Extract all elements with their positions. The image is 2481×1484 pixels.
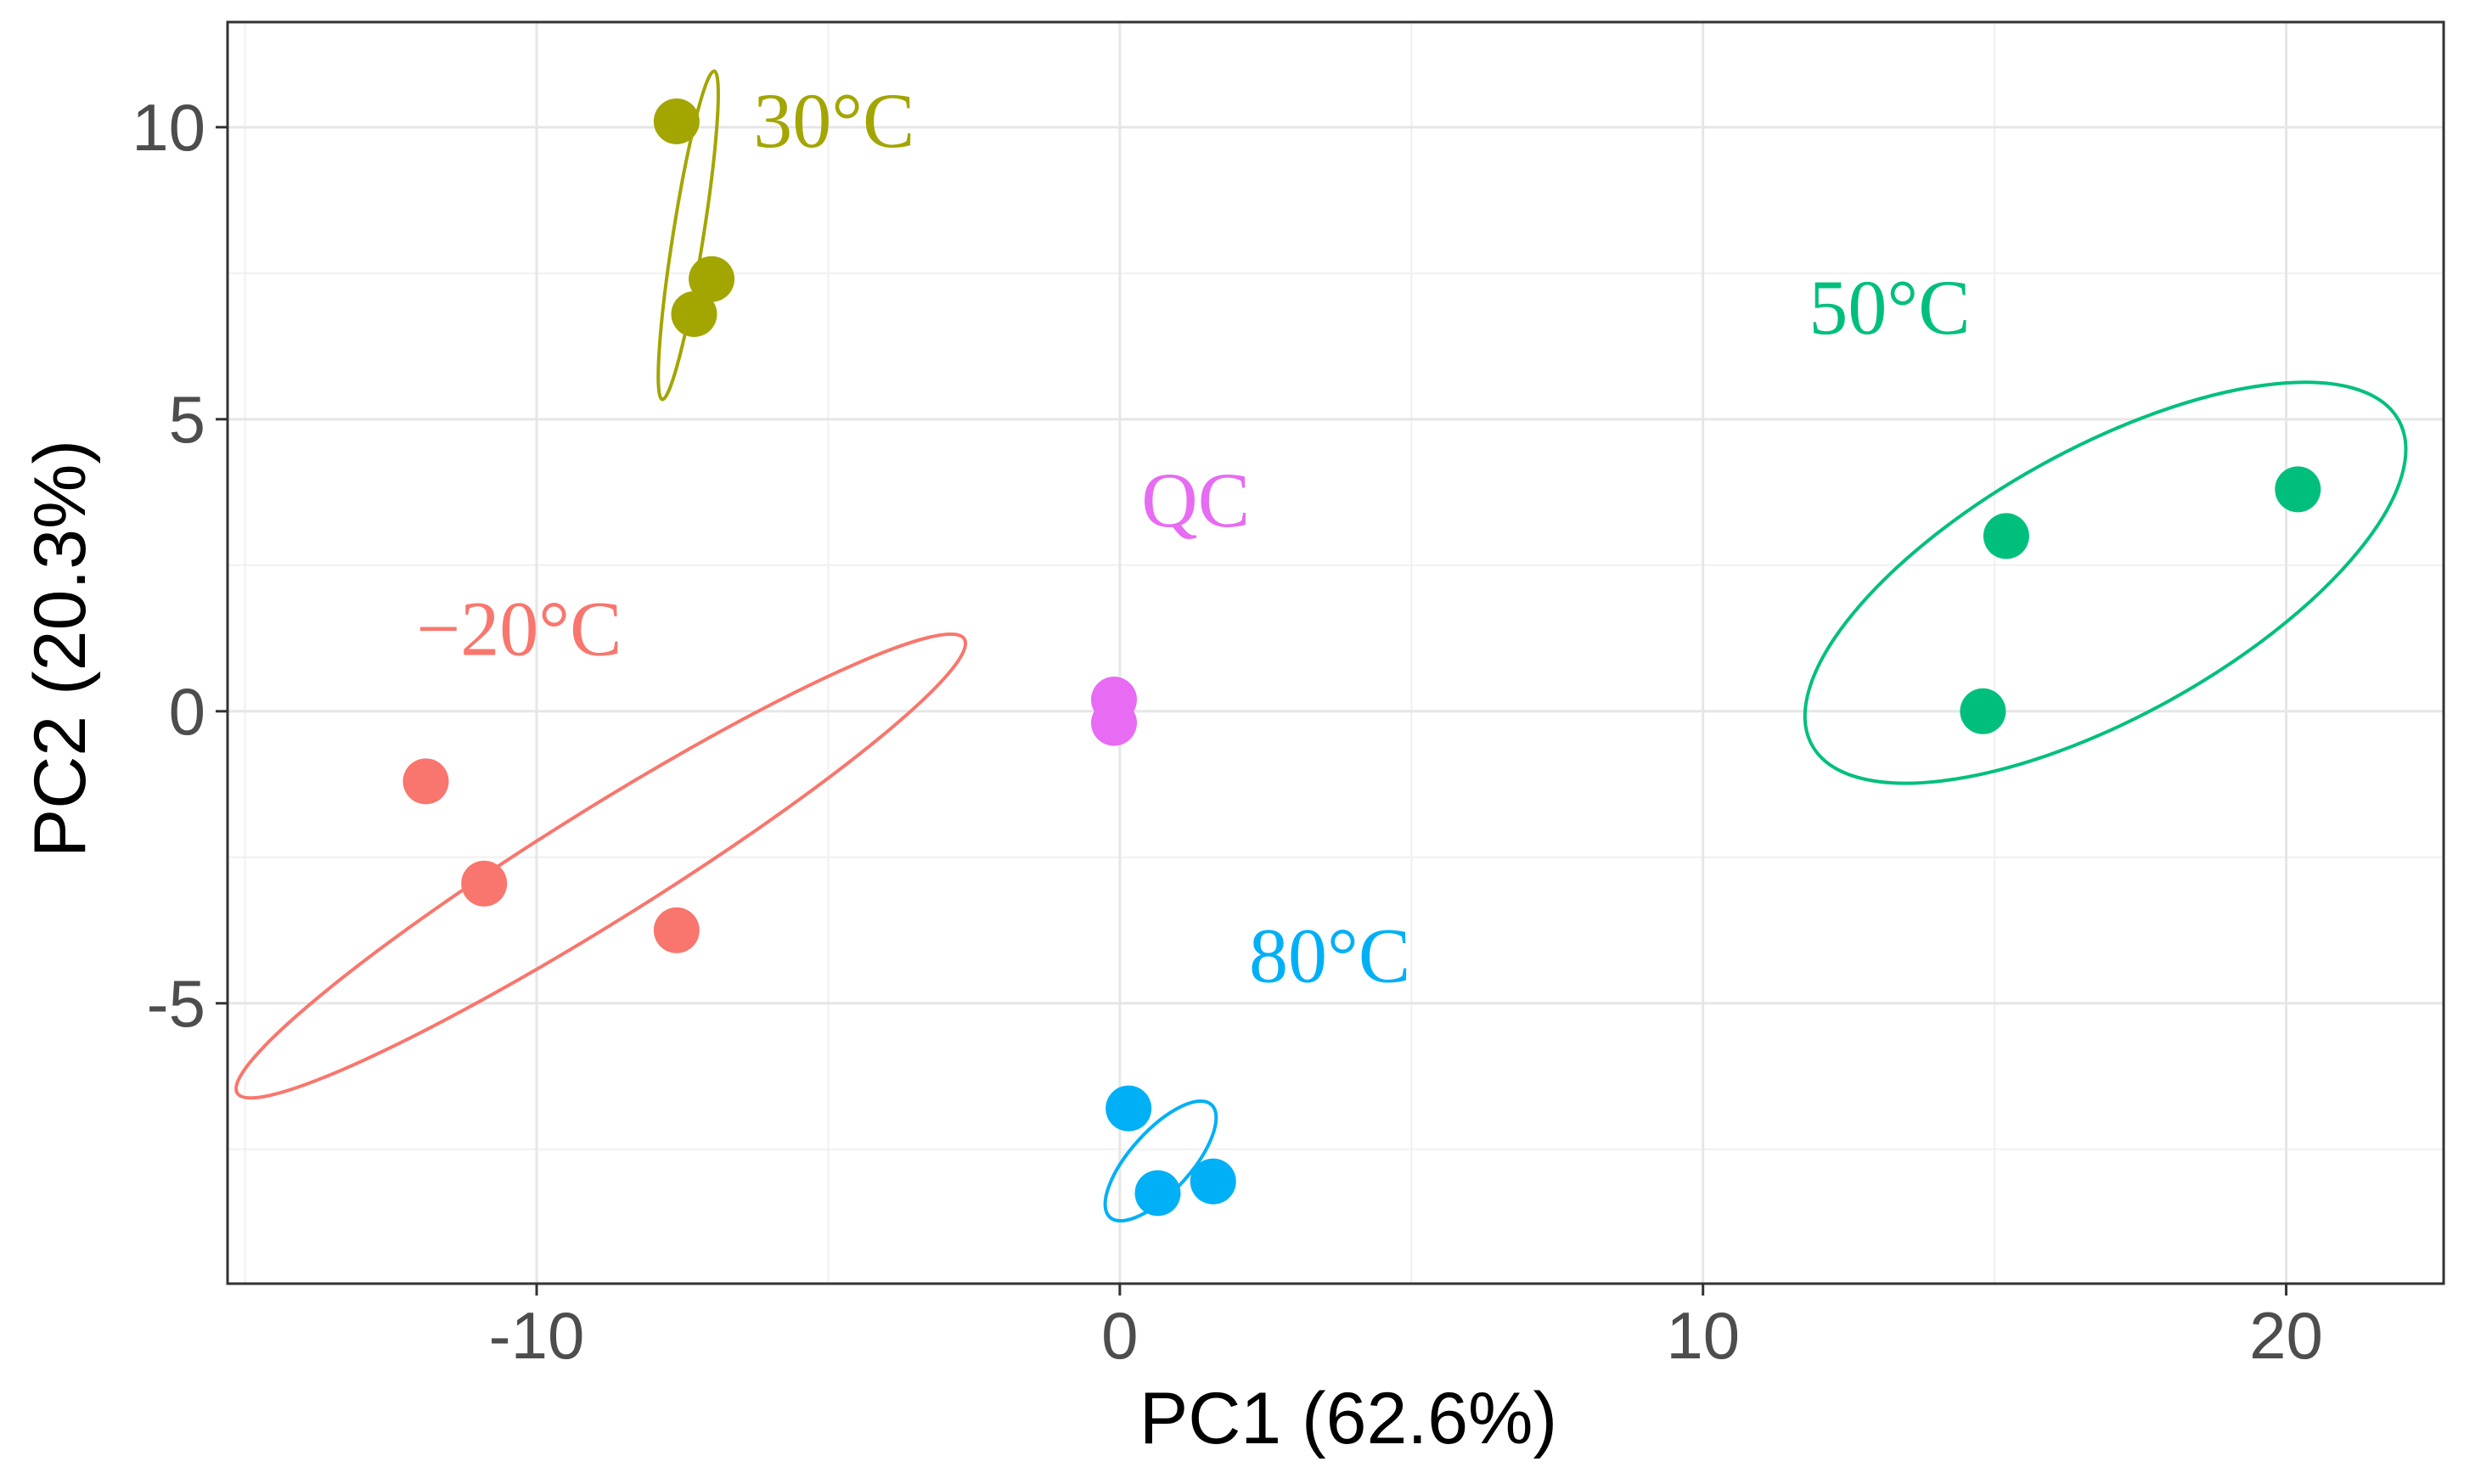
y-tick-label: 10 (132, 90, 205, 165)
group-labels: −20°C 30°C QC 80°C 50°C (416, 77, 1970, 999)
label-50c: 50°C (1809, 264, 1970, 351)
ellipse-80c (1103, 1099, 1218, 1223)
y-axis-ticks: -5 0 5 10 (132, 90, 228, 1041)
label-30c: 30°C (753, 77, 914, 164)
y-axis-title: PC2 (20.3%) (20, 440, 101, 857)
minor-gridlines (228, 22, 2444, 1284)
panel-border (226, 20, 2445, 1285)
point-30c (671, 290, 717, 337)
point-20c (402, 758, 449, 805)
x-axis-title: PC1 (62.6%) (1139, 1378, 1557, 1459)
point-80c (1134, 1170, 1181, 1217)
x-tick-label: -10 (489, 1298, 585, 1373)
label-80c: 80°C (1249, 913, 1410, 999)
point-30c (653, 98, 700, 144)
point-80c (1190, 1158, 1236, 1205)
ellipse-50c (1803, 380, 2408, 785)
data-points (402, 98, 2321, 1217)
point-20c (461, 860, 508, 907)
ellipse-30c (656, 69, 720, 402)
point-20c (653, 907, 700, 953)
point-50c (1960, 688, 2006, 734)
point-80c (1105, 1085, 1152, 1132)
x-tick-label: 0 (1101, 1298, 1138, 1373)
x-axis-ticks: -10 0 10 20 (489, 1284, 2323, 1373)
point-50c (2275, 466, 2321, 513)
label-qc: QC (1141, 457, 1250, 543)
point-30c (689, 256, 735, 302)
x-tick-label: 10 (1666, 1298, 1740, 1373)
confidence-ellipses (234, 69, 2408, 1223)
ellipse-20c (234, 632, 968, 1100)
point-qc (1091, 700, 1137, 746)
y-tick-label: 5 (169, 382, 205, 457)
major-gridlines (228, 22, 2444, 1284)
label-20c: −20°C (416, 585, 622, 672)
y-tick-label: -5 (147, 966, 205, 1041)
y-tick-label: 0 (169, 674, 205, 749)
x-tick-label: 20 (2249, 1298, 2323, 1373)
point-50c (1983, 513, 2029, 559)
